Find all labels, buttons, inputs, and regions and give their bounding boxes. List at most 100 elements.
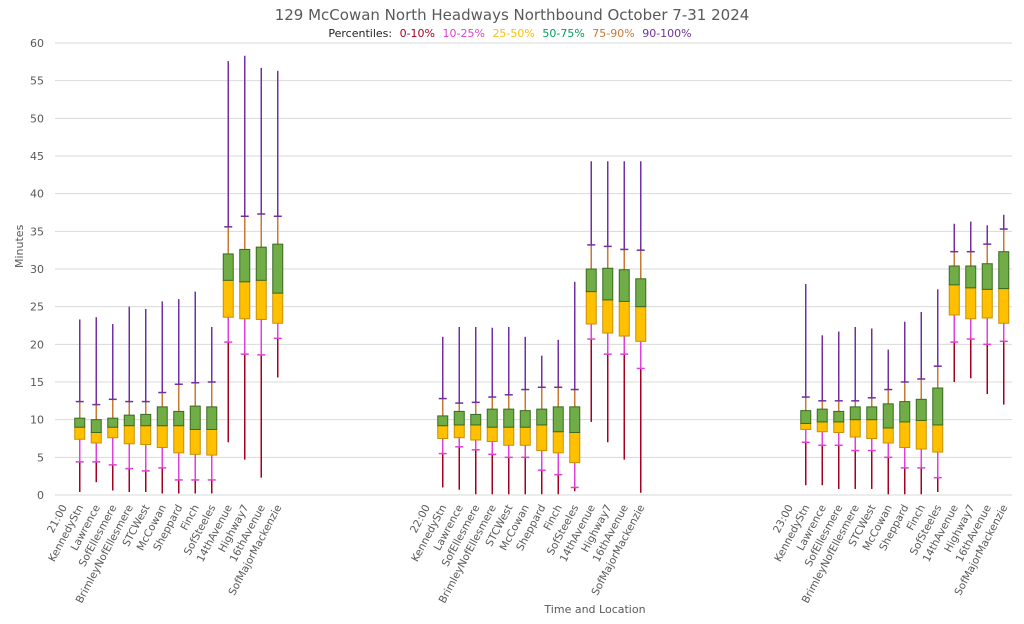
x-tick-label: 14thAvenue <box>558 503 598 564</box>
box-25-50 <box>140 425 152 446</box>
box-25-50 <box>272 292 284 324</box>
box-50-75 <box>981 263 993 290</box>
x-tick-label: SofMajorMackenzie <box>226 503 284 598</box>
box-25-50 <box>189 428 201 455</box>
y-tick-label: 30 <box>30 263 44 276</box>
x-tick-label: 22:00 <box>408 503 433 535</box>
legend-entry: 10-25% <box>442 27 485 40</box>
box-50-75 <box>932 387 944 426</box>
legend: Percentiles: 0-10% 10-25% 25-50% 50-75% … <box>0 27 1024 40</box>
box-25-50 <box>123 425 135 445</box>
box-50-75 <box>206 406 218 430</box>
box-25-50 <box>453 424 465 439</box>
box-50-75 <box>800 410 812 424</box>
x-tick-label: SofEllesmere <box>803 503 846 569</box>
box-50-75 <box>173 410 185 427</box>
box-25-50 <box>569 431 581 464</box>
y-axis-label: Minutes <box>13 224 26 268</box>
x-tick-label: BrimleyNofEllesmere <box>437 503 499 606</box>
x-tick-label: McCowan <box>861 503 895 553</box>
x-tick-label: Sheppard <box>514 503 548 553</box>
x-tick-label: Finch <box>541 503 564 533</box>
box-50-75 <box>915 398 927 421</box>
x-tick-label: SofMajorMackenzie <box>589 503 647 598</box>
x-tick-label: Lawrence <box>795 503 829 553</box>
box-50-75 <box>866 406 878 421</box>
x-tick-label: 23:00 <box>771 503 796 535</box>
box-50-75 <box>899 401 911 423</box>
box-50-75 <box>816 408 828 423</box>
box-50-75 <box>272 243 284 294</box>
box-25-50 <box>470 424 482 441</box>
box-50-75 <box>222 253 234 281</box>
box-50-75 <box>569 406 581 433</box>
box-50-75 <box>965 265 977 289</box>
y-tick-label: 10 <box>30 414 44 427</box>
y-tick-label: 0 <box>37 489 44 502</box>
x-tick-label: Highway7 <box>942 503 977 555</box>
box-25-50 <box>255 279 267 320</box>
legend-prefix: Percentiles: <box>328 27 393 40</box>
box-50-75 <box>107 417 119 428</box>
box-25-50 <box>882 427 894 444</box>
x-tick-label: Sheppard <box>151 503 185 553</box>
x-tick-label: 21:00 <box>45 503 70 535</box>
chart-title: 129 McCowan North Headways Northbound Oc… <box>274 6 750 24</box>
box-50-75 <box>156 406 168 427</box>
x-tick-label: SofSteeles <box>908 503 945 557</box>
y-tick-label: 55 <box>30 75 44 88</box>
box-25-50 <box>503 426 515 446</box>
box-50-75 <box>486 408 498 428</box>
x-tick-label: McCowan <box>498 503 532 553</box>
y-tick-label: 5 <box>37 451 44 464</box>
x-tick-label: BrimleyNofEllesmere <box>800 503 862 606</box>
x-tick-label: STCWest <box>483 503 515 549</box>
box-25-50 <box>552 431 564 454</box>
x-tick-label: Highway7 <box>579 503 614 555</box>
x-tick-label: Lawrence <box>69 503 103 553</box>
box-50-75 <box>123 414 135 427</box>
box-25-50 <box>800 422 812 430</box>
box-25-50 <box>948 284 960 316</box>
x-tick-label: STCWest <box>120 503 152 549</box>
box-50-75 <box>140 413 152 427</box>
box-25-50 <box>635 306 647 342</box>
box-50-75 <box>453 410 465 426</box>
x-tick-label: 14thAvenue <box>195 503 235 564</box>
box-25-50 <box>981 288 993 319</box>
box-25-50 <box>206 428 218 456</box>
x-tick-label: Highway7 <box>216 503 251 555</box>
x-tick-label: 16thAvenue <box>954 503 994 564</box>
box-25-50 <box>965 287 977 320</box>
x-tick-label: BrimleyNofEllesmere <box>74 503 136 606</box>
box-25-50 <box>585 291 597 325</box>
box-50-75 <box>536 408 548 426</box>
box-25-50 <box>618 300 630 337</box>
box-25-50 <box>156 425 168 449</box>
legend-entry: 50-75% <box>542 27 585 40</box>
box-50-75 <box>585 268 597 293</box>
x-tick-label: Finch <box>178 503 201 533</box>
box-25-50 <box>866 419 878 439</box>
x-tick-label: Lawrence <box>432 503 466 553</box>
box-50-75 <box>948 265 960 286</box>
box-25-50 <box>239 281 251 320</box>
box-25-50 <box>932 424 944 453</box>
box-50-75 <box>239 248 251 283</box>
x-axis-label: Time and Location <box>544 603 646 616</box>
box-50-75 <box>255 246 267 281</box>
box-50-75 <box>552 406 564 433</box>
box-25-50 <box>899 421 911 449</box>
box-25-50 <box>536 424 548 452</box>
y-tick-label: 20 <box>30 338 44 351</box>
box-25-50 <box>173 425 185 454</box>
x-tick-label: Finch <box>904 503 927 533</box>
y-tick-label: 15 <box>30 376 44 389</box>
box-50-75 <box>998 251 1010 290</box>
x-tick-label: SofMajorMackenzie <box>952 503 1010 598</box>
box-50-75 <box>437 415 449 427</box>
x-tick-label: SofEllesmere <box>77 503 120 569</box>
x-tick-label: SofEllesmere <box>440 503 483 569</box>
x-tick-label: McCowan <box>135 503 169 553</box>
